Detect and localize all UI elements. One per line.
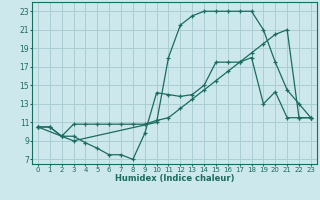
X-axis label: Humidex (Indice chaleur): Humidex (Indice chaleur) (115, 174, 234, 183)
